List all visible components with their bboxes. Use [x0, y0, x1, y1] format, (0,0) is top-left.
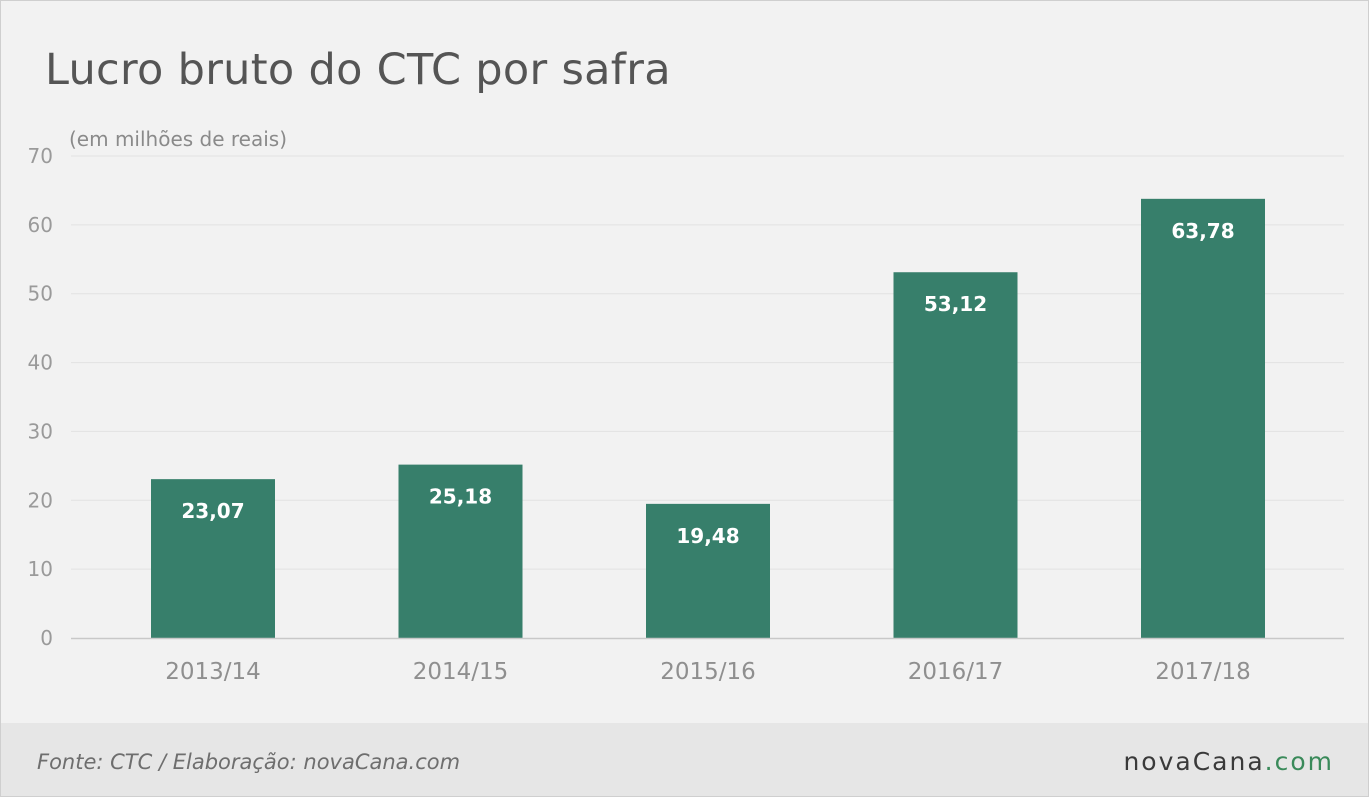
logo-main-text: novaCana — [1123, 747, 1265, 776]
y-tick-label: 40 — [28, 351, 53, 375]
footer: Fonte: CTC / Elaboração: novaCana.com no… — [1, 723, 1368, 796]
data-label: 25,18 — [429, 485, 492, 509]
logo-suffix-text: .com — [1264, 747, 1334, 776]
y-axis-unit-label: (em milhões de reais) — [69, 127, 287, 151]
y-tick-label: 50 — [28, 282, 53, 306]
x-tick-label: 2013/14 — [165, 659, 261, 685]
novacana-logo: novaCana.com — [1123, 747, 1334, 776]
bars — [151, 198, 1265, 638]
data-labels: 23,07 25,18 19,48 53,12 63,78 — [181, 219, 1234, 548]
data-label: 53,12 — [924, 292, 987, 316]
x-tick-label: 2015/16 — [660, 659, 756, 685]
y-tick-label: 10 — [28, 557, 53, 581]
x-axis-ticks: 2013/14 2014/15 2015/16 2016/17 2017/18 — [165, 659, 1251, 685]
bar-2015-16 — [646, 503, 770, 638]
x-tick-label: 2014/15 — [413, 659, 509, 685]
gridlines — [71, 155, 1344, 570]
y-tick-label: 30 — [28, 419, 53, 443]
y-tick-label: 20 — [28, 488, 53, 512]
bar-2014-15 — [398, 464, 523, 638]
bar-chart: 0 10 20 30 40 50 60 70 (em milhões de reais) 23… — [28, 127, 1344, 685]
bar-2013-14 — [151, 479, 275, 638]
y-tick-label: 60 — [28, 213, 53, 237]
data-label: 63,78 — [1171, 219, 1234, 243]
data-label: 19,48 — [676, 524, 739, 548]
y-tick-label: 70 — [28, 144, 53, 168]
data-label: 23,07 — [181, 499, 244, 523]
chart-title: Lucro bruto do CTC por safra — [45, 45, 671, 95]
y-axis-ticks: 0 10 20 30 40 50 60 70 — [28, 144, 53, 650]
x-tick-label: 2016/17 — [908, 659, 1004, 685]
bar-2016-17 — [893, 272, 1018, 638]
bar-2017-18 — [1141, 198, 1265, 638]
y-tick-label: 0 — [40, 626, 53, 650]
source-note: Fonte: CTC / Elaboração: novaCana.com — [37, 750, 461, 774]
x-tick-label: 2017/18 — [1155, 659, 1251, 685]
